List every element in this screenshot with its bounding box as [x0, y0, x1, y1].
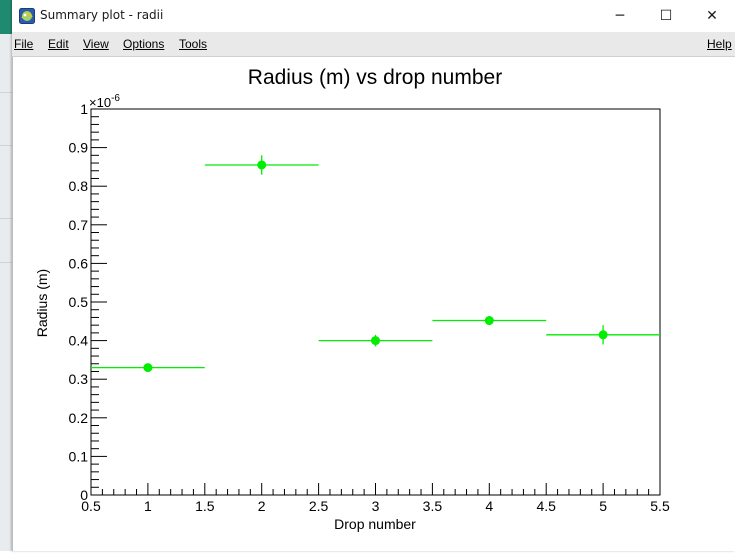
- close-button[interactable]: ✕: [706, 8, 718, 24]
- x-tick-label: 4: [485, 498, 493, 514]
- background-divider: [0, 262, 12, 263]
- menu-view[interactable]: View: [83, 37, 109, 51]
- data-point: [143, 363, 153, 373]
- y-tick-label: 0: [80, 487, 88, 503]
- x-tick-label: 3.5: [423, 498, 443, 514]
- maximize-button[interactable]: ☐: [659, 8, 673, 24]
- background-desktop-strip: [0, 0, 12, 551]
- background-divider: [0, 218, 12, 219]
- y-tick-label: 0.5: [69, 294, 89, 310]
- x-tick-label: 2: [258, 498, 266, 514]
- y-axis: 0 0.1 0.2 0.3 0.4 0.5 0.6 0.7 0.8 0.9 1: [69, 101, 107, 503]
- y-tick-label: 0.1: [69, 448, 89, 464]
- menu-options[interactable]: Options: [123, 37, 164, 51]
- y-exponent-label: ×10-6: [89, 93, 120, 110]
- plot-canvas[interactable]: Radius (m) vs drop number 0.5 1 1.5 2 2.5 3 3.…: [12, 57, 735, 551]
- x-tick-label: 3: [372, 498, 380, 514]
- data-point: [598, 330, 608, 340]
- menu-help[interactable]: Help: [707, 37, 732, 51]
- y-axis-label: Radius (m): [34, 269, 50, 337]
- x-tick-label: 1.5: [195, 498, 215, 514]
- data-point: [257, 160, 267, 170]
- x-tick-label: 2.5: [309, 498, 329, 514]
- plot-window: Summary plot - radii ─ ☐ ✕ File Edit Vie…: [12, 0, 735, 551]
- plot-border: [90, 108, 661, 496]
- title-bar[interactable]: Summary plot - radii ─ ☐ ✕: [12, 0, 735, 32]
- y-tick-label: 0.7: [69, 217, 89, 233]
- data-series: [91, 155, 660, 373]
- y-tick-label: 0.3: [69, 371, 89, 387]
- menu-view-label: View: [83, 37, 109, 51]
- background-window-accent: [0, 0, 12, 34]
- y-tick-label: 1: [80, 101, 88, 117]
- background-divider: [0, 92, 12, 93]
- menu-help-label: Help: [707, 37, 732, 51]
- x-tick-label: 5: [599, 498, 607, 514]
- menu-bar: File Edit View Options Tools Help: [12, 32, 735, 57]
- x-tick-label: 0.5: [81, 498, 101, 514]
- chart-title: Radius (m) vs drop number: [248, 66, 502, 89]
- menu-tools-label: Tools: [179, 37, 208, 51]
- data-point: [484, 316, 494, 326]
- y-tick-label: 0.9: [69, 140, 89, 156]
- menu-tools[interactable]: Tools: [179, 37, 207, 51]
- y-tick-label: 0.4: [69, 333, 89, 349]
- x-tick-label: 1: [144, 498, 152, 514]
- root-app-icon: [19, 8, 35, 24]
- x-axis: 0.5 1 1.5 2 2.5 3 3.5 4 4.5 5 5.5: [81, 483, 670, 514]
- radius-chart: Radius (m) vs drop number 0.5 1 1.5 2 2.5 3 3.…: [34, 66, 670, 532]
- data-point: [371, 336, 380, 346]
- menu-options-label: Options: [123, 37, 165, 51]
- minimize-button[interactable]: ─: [615, 8, 625, 24]
- y-exponent-base: ×10: [89, 95, 111, 110]
- menu-edit[interactable]: Edit: [48, 37, 69, 51]
- y-exponent-power: -6: [111, 93, 120, 104]
- menu-file-label: File: [14, 37, 34, 51]
- y-tick-label: 0.6: [69, 255, 89, 271]
- y-tick-label: 0.8: [69, 178, 89, 194]
- plot-frame: [90, 108, 661, 496]
- x-tick-label: 5.5: [650, 498, 670, 514]
- menu-edit-label: Edit: [48, 37, 69, 51]
- y-tick-label: 0.2: [69, 410, 89, 426]
- x-tick-label: 4.5: [536, 498, 556, 514]
- background-divider: [0, 145, 12, 146]
- window-title: Summary plot - radii: [40, 8, 164, 22]
- menu-file[interactable]: File: [14, 37, 33, 51]
- x-axis-label: Drop number: [334, 516, 416, 532]
